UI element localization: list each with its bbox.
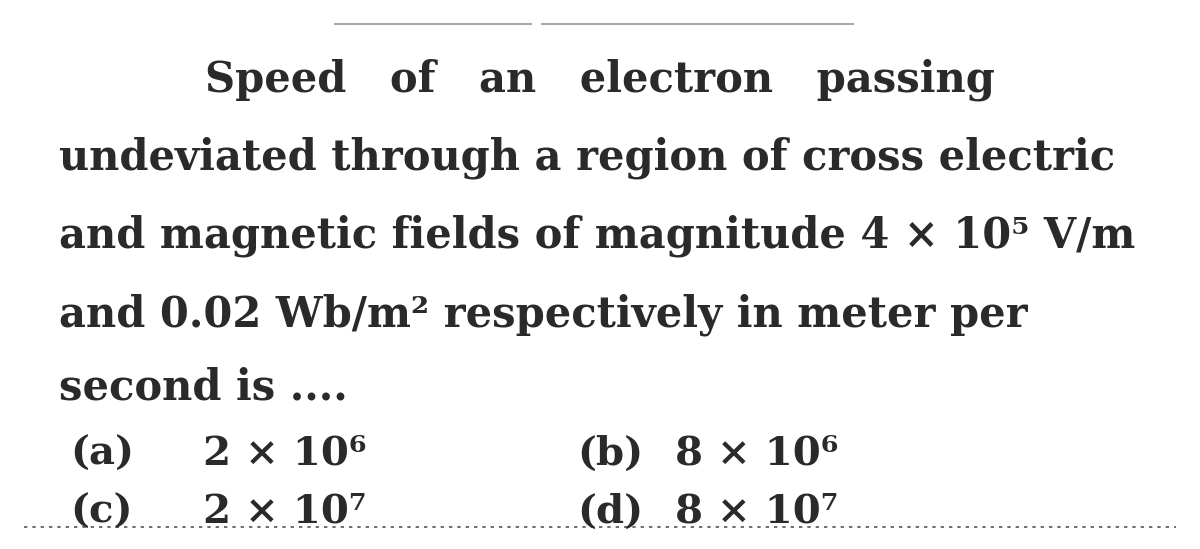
Text: (c): (c) bbox=[70, 492, 133, 530]
Text: 2 × 10⁶: 2 × 10⁶ bbox=[203, 434, 366, 472]
Text: and 0.02 Wb/m² respectively in meter per: and 0.02 Wb/m² respectively in meter per bbox=[59, 293, 1027, 336]
Text: second is ....: second is .... bbox=[59, 367, 347, 408]
Text: 8 × 10⁷: 8 × 10⁷ bbox=[674, 492, 839, 530]
Text: Speed   of   an   electron   passing: Speed of an electron passing bbox=[205, 58, 995, 101]
Text: (b): (b) bbox=[577, 434, 643, 472]
Text: (d): (d) bbox=[577, 492, 643, 530]
Text: 2 × 10⁷: 2 × 10⁷ bbox=[203, 492, 366, 530]
Text: 8 × 10⁶: 8 × 10⁶ bbox=[674, 434, 839, 472]
Text: and magnetic fields of magnitude 4 × 10⁵ V/m: and magnetic fields of magnitude 4 × 10⁵… bbox=[59, 215, 1135, 257]
Text: undeviated through a region of cross electric: undeviated through a region of cross ele… bbox=[59, 137, 1115, 179]
Text: (a): (a) bbox=[70, 434, 134, 472]
